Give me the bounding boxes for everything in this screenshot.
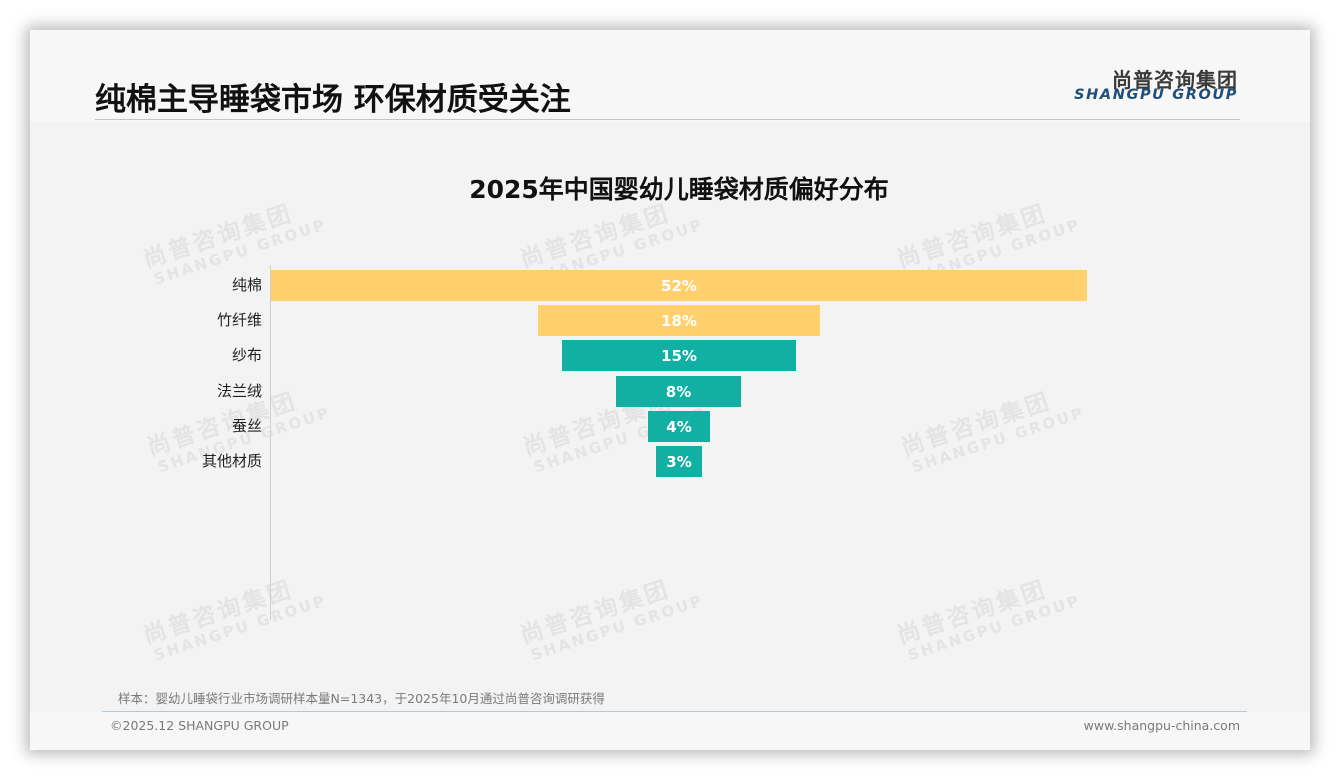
watermark: 尚普咨询集团 SHANGPU GROUP	[898, 388, 1087, 477]
slide: 尚普咨询集团 SHANGPU GROUP 尚普咨询集团 SHANGPU GROU…	[30, 30, 1310, 750]
website-link[interactable]: www.shangpu-china.com	[1083, 718, 1240, 733]
category-label: 纯棉	[231, 276, 262, 294]
title-divider	[95, 119, 1240, 120]
category-label: 竹纤维	[216, 311, 262, 329]
logo-text-cn: 尚普咨询集团	[1112, 68, 1238, 92]
watermark: 尚普咨询集团 SHANGPU GROUP	[517, 576, 706, 665]
bar-value-label: 15%	[661, 346, 697, 365]
watermark: 尚普咨询集团 SHANGPU GROUP	[894, 576, 1083, 665]
category-axis-line	[270, 265, 271, 620]
bar-silk: 4%	[648, 411, 710, 442]
bar-value-label: 18%	[661, 311, 697, 330]
page-title: 纯棉主导睡袋市场 环保材质受关注	[95, 82, 571, 118]
bar-flannel: 8%	[616, 376, 741, 407]
footer-band	[30, 712, 1310, 750]
header-band	[30, 30, 1310, 122]
category-label: 法兰绒	[216, 382, 262, 400]
sample-note: 样本：婴幼儿睡袋行业市场调研样本量N=1343，于2025年10月通过尚普咨询调…	[118, 691, 605, 706]
watermark: 尚普咨询集团 SHANGPU GROUP	[140, 576, 329, 665]
category-label: 其他材质	[201, 452, 262, 470]
logo-text-en: SHANGPU GROUP	[1074, 87, 1238, 103]
chart-title: 2025年中国婴幼儿睡袋材质偏好分布	[469, 175, 889, 204]
bar-cotton: 52%	[271, 270, 1087, 301]
footer-divider	[102, 711, 1247, 712]
bar-value-label: 3%	[666, 452, 692, 471]
bar-other: 3%	[656, 446, 702, 477]
bar-value-label: 8%	[665, 382, 692, 401]
category-label: 纱布	[231, 346, 262, 364]
bar-bamboo-fiber: 18%	[538, 305, 820, 336]
bar-value-label: 4%	[666, 417, 692, 436]
copyright: ©2025.12 SHANGPU GROUP	[110, 718, 289, 733]
bar-value-label: 52%	[661, 276, 697, 295]
category-label: 蚕丝	[231, 417, 262, 435]
bar-gauze: 15%	[562, 340, 796, 371]
